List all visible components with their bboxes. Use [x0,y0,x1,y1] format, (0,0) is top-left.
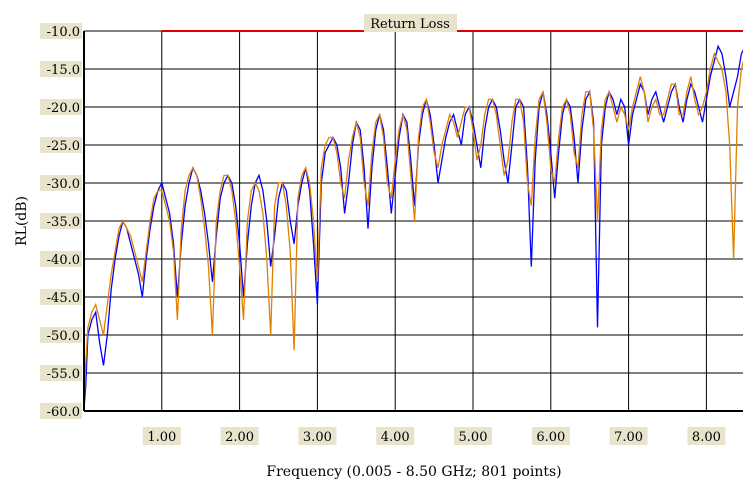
x-tick-label-box [298,427,337,445]
y-axis-label: RL(dB) [14,196,30,246]
x-tick-label: 2.00 [225,430,254,445]
x-tick-label-box [142,427,181,445]
y-tick-label-box [40,289,82,305]
x-tick-label: 3.00 [303,430,332,445]
y-tick-label-box [40,251,82,267]
y-tick-label: -25.0 [47,139,80,154]
x-tick-label-box [687,427,726,445]
y-tick-label-box [40,365,82,381]
x-tick-label: 5.00 [459,430,488,445]
y-tick-label: -45.0 [47,291,80,306]
chart-title: Return Loss [370,17,450,32]
x-tick-label-box [609,427,648,445]
y-tick-label-box [40,213,82,229]
x-tick-label-box [454,427,492,445]
y-tick-label-box [40,23,82,39]
y-tick-label: -40.0 [47,253,80,268]
chart-title-box [364,14,457,32]
y-tick-label: -55.0 [47,367,80,382]
y-tick-label-box [40,99,82,115]
x-tick-label: 1.00 [147,430,176,445]
y-tick-label: -35.0 [47,215,80,230]
x-tick-label-box [220,427,259,445]
y-tick-label: -15.0 [47,63,80,78]
x-tick-label: 4.00 [381,430,410,445]
x-tick-labels: 1.00 2.00 3.00 4.00 5.00 6.00 7.00 8.00 [142,427,726,445]
y-tick-label-box [40,137,82,153]
y-tick-label: -10.0 [47,25,80,40]
y-tick-label-box [40,61,82,77]
y-tick-label: -20.0 [47,101,80,116]
series-line-1 [83,44,743,404]
y-tick-labels: -10.0 -15.0 -20.0 -25.0 -30.0 -35.0 -40.0 -45.0… [40,23,82,420]
y-tick-label: -60.0 [47,405,80,420]
y-tick-label-box [40,327,82,343]
x-tick-label: 8.00 [692,430,721,445]
y-tick-label: -30.0 [47,177,80,192]
y-tick-label: -50.0 [47,329,80,344]
x-tick-label-box [376,427,415,445]
y-tick-label-box [40,175,82,191]
series-layer [83,44,743,404]
x-tick-label: 7.00 [614,430,643,445]
series-line-2 [83,51,743,396]
x-tick-label-box [531,427,570,445]
x-tick-label: 6.00 [536,430,565,445]
x-axis-label: Frequency (0.005 - 8.50 GHz; 801 points) [266,464,561,480]
y-tick-label-box [40,403,82,419]
